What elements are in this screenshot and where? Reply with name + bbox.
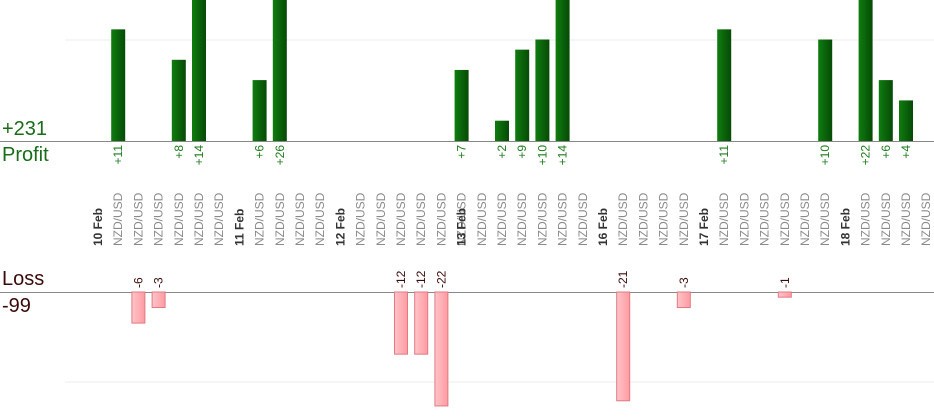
category-label: NZD/USD: [677, 192, 691, 246]
loss-value-label: -3: [677, 277, 691, 288]
date-labels: 10 Feb 11 Feb 12 Feb 13 Feb 16 Feb 17 Feb 18 F…: [91, 208, 852, 246]
profit-bar: [717, 29, 732, 142]
category-label: NZD/USD: [535, 192, 549, 246]
profit-value-label: +26: [273, 145, 287, 166]
category-label: NZD/USD: [152, 192, 166, 246]
loss-value-label: -21: [616, 270, 630, 288]
loss-total-label: -99: [2, 295, 31, 317]
category-label: NZD/USD: [475, 192, 489, 246]
category-label: NZD/USD: [717, 192, 731, 246]
category-label: NZD/USD: [273, 192, 287, 246]
loss-panel-label: Loss: [2, 268, 45, 290]
profit-value-label: +7: [455, 145, 469, 159]
profit-bar: [192, 0, 206, 142]
profit-panel-label: Profit: [2, 144, 49, 166]
profit-bar: [454, 69, 469, 141]
category-label: NZD/USD: [919, 192, 933, 246]
category-label: NZD/USD: [879, 192, 893, 246]
loss-value-label: -12: [414, 270, 428, 288]
category-label: NZD/USD: [192, 192, 206, 246]
loss-bar: [131, 291, 146, 324]
profit-value-label: +11: [717, 145, 731, 165]
profit-value-label: +6: [879, 145, 893, 159]
category-label: NZD/USD: [354, 192, 368, 246]
profit-value-label: +14: [192, 145, 206, 166]
category-label: NZD/USD: [374, 192, 388, 246]
category-label: NZD/USD: [859, 192, 873, 246]
loss-bar: [151, 291, 166, 309]
loss-value-label: -1: [778, 277, 792, 288]
profit-value-label: +10: [818, 145, 832, 166]
category-label: NZD/USD: [818, 192, 832, 246]
date-label: 11 Feb: [232, 209, 246, 246]
profit-value-label: +11: [111, 145, 125, 165]
loss-bar: [394, 291, 408, 355]
profit-bar: [171, 59, 186, 141]
date-label: 12 Feb: [333, 208, 347, 246]
profit-value-label: +2: [495, 145, 509, 159]
loss-bar: [434, 291, 449, 407]
profit-bar: [555, 0, 570, 142]
loss-value-label: -3: [152, 277, 166, 288]
category-label: NZD/USD: [515, 192, 529, 246]
category-label: NZD/USD: [636, 192, 650, 246]
loss-bar: [777, 291, 792, 298]
profit-value-label: +22: [859, 145, 873, 166]
loss-value-label: -22: [434, 270, 448, 288]
category-label: NZD/USD: [576, 192, 590, 246]
category-label: NZD/USD: [556, 192, 570, 246]
category-label: NZD/USD: [616, 192, 630, 246]
category-label: NZD/USD: [131, 192, 145, 246]
category-label: NZD/USD: [778, 192, 792, 246]
category-label: NZD/USD: [455, 192, 469, 246]
date-label: 10 Feb: [91, 208, 105, 246]
bars: [111, 0, 913, 407]
grid-lines: [65, 39, 934, 383]
profit-bar: [535, 39, 550, 141]
profit-value-label: +6: [253, 145, 267, 159]
category-label: NZD/USD: [758, 192, 772, 246]
category-label: NZD/USD: [798, 192, 812, 246]
category-label: NZD/USD: [212, 192, 226, 246]
loss-value-label: -12: [394, 270, 408, 288]
profit-bar: [858, 0, 873, 142]
loss-bar: [414, 291, 429, 355]
category-label: NZD/USD: [172, 192, 186, 246]
category-label: NZD/USD: [434, 192, 448, 246]
loss-value-label: -6: [131, 277, 145, 288]
category-label: NZD/USD: [394, 192, 408, 246]
profit-value-label: +8: [172, 145, 186, 159]
category-label: NZD/USD: [495, 192, 509, 246]
date-label: 16 Feb: [596, 208, 610, 246]
category-label: NZD/USD: [657, 192, 671, 246]
category-label: NZD/USD: [253, 192, 267, 246]
profit-value-label: +9: [515, 145, 529, 159]
profit-bar: [515, 49, 530, 141]
category-label: NZD/USD: [313, 192, 327, 246]
date-label: 18 Feb: [838, 208, 852, 246]
profit-bar: [111, 29, 126, 142]
profit-value-label: +10: [535, 145, 549, 166]
date-label: 13 Feb: [455, 208, 469, 246]
category-label: NZD/USD: [737, 192, 751, 246]
loss-bar: [676, 291, 691, 309]
loss-bar: [616, 291, 631, 402]
profit-bar: [818, 39, 833, 141]
profit-value-label: +4: [899, 145, 913, 159]
category-label: NZD/USD: [111, 192, 125, 246]
value-labels: +11 -6 -3 +8 +14 +6 +26 -12 -12 -22 +7 +2 +9 +10 +14 -2…: [111, 145, 913, 288]
profit-total-label: +231: [2, 118, 48, 140]
category-label: NZD/USD: [899, 192, 913, 246]
profit-bar: [878, 80, 893, 141]
profit-value-label: +14: [556, 145, 570, 166]
profit-bar: [272, 0, 287, 142]
category-labels: NZD/USD NZD/USD NZD/USD NZD/USD NZD/USD NZD/U…: [111, 192, 933, 246]
profit-bar: [252, 80, 267, 141]
category-label: NZD/USD: [293, 192, 307, 246]
profit-bar: [899, 100, 913, 141]
date-label: 17 Feb: [697, 208, 711, 246]
profit-bar: [495, 120, 509, 141]
category-label: NZD/USD: [414, 192, 428, 246]
